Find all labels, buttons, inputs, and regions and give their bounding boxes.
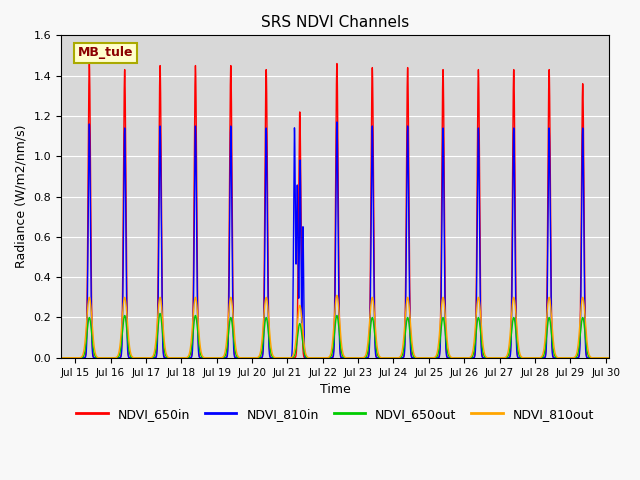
NDVI_810out (609, 355, 616, 360)
NDVI_810out (333, 292, 340, 298)
NDVI_650in (316, 355, 324, 360)
NDVI_650out (609, 355, 616, 360)
NDVI_810out (573, 350, 580, 356)
NDVI_650in (410, 355, 418, 360)
Line: NDVI_650out: NDVI_650out (58, 313, 612, 358)
NDVI_810out (54, 355, 61, 360)
NDVI_650out (316, 355, 324, 360)
NDVI_650out (192, 313, 200, 319)
NDVI_810in (316, 355, 324, 360)
NDVI_650in (54, 355, 61, 360)
NDVI_810in (573, 355, 580, 360)
NDVI_650in (609, 355, 616, 360)
Line: NDVI_810out: NDVI_810out (58, 295, 612, 358)
NDVI_810in (390, 355, 397, 360)
NDVI_810in (609, 355, 616, 360)
NDVI_650in (573, 355, 580, 360)
NDVI_650out (156, 311, 164, 316)
NDVI_810out (316, 355, 324, 360)
NDVI_810in (451, 355, 459, 360)
NDVI_810out (390, 355, 397, 360)
NDVI_650in (333, 60, 340, 66)
NDVI_810out (451, 355, 459, 360)
Y-axis label: Radiance (W/m2/nm/s): Radiance (W/m2/nm/s) (15, 125, 28, 268)
Text: MB_tule: MB_tule (77, 46, 133, 60)
NDVI_810in (192, 141, 200, 146)
NDVI_810in (54, 355, 61, 360)
NDVI_650out (390, 355, 397, 360)
NDVI_810in (333, 119, 340, 125)
NDVI_810out (410, 351, 418, 357)
X-axis label: Time: Time (320, 383, 351, 396)
Legend: NDVI_650in, NDVI_810in, NDVI_650out, NDVI_810out: NDVI_650in, NDVI_810in, NDVI_650out, NDV… (72, 403, 599, 426)
NDVI_650out (451, 355, 459, 360)
Line: NDVI_650in: NDVI_650in (58, 63, 612, 358)
Line: NDVI_810in: NDVI_810in (58, 122, 612, 358)
Title: SRS NDVI Channels: SRS NDVI Channels (261, 15, 409, 30)
NDVI_650in (390, 355, 397, 360)
NDVI_810out (192, 295, 200, 301)
NDVI_650out (54, 355, 61, 360)
NDVI_810in (410, 355, 418, 360)
NDVI_650out (573, 353, 580, 359)
NDVI_650in (451, 355, 459, 360)
NDVI_650in (192, 81, 200, 87)
NDVI_650out (410, 354, 418, 360)
